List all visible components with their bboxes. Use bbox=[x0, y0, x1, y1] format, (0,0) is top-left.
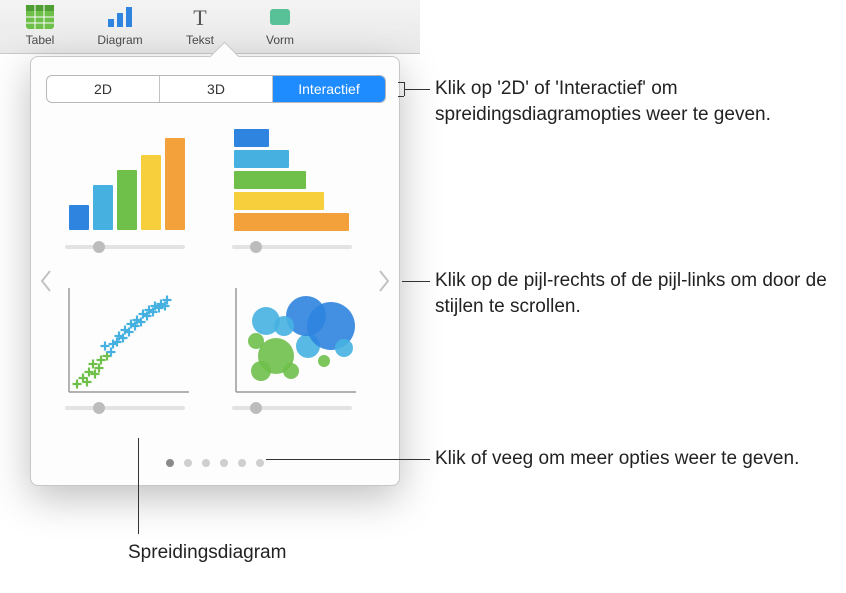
toolbar: Tabel Diagram T Tekst Vorm bbox=[0, 0, 420, 54]
toolbar-label: Vorm bbox=[240, 33, 320, 47]
page-dot[interactable] bbox=[166, 459, 174, 467]
chart-type-segmented: 2D 3D Interactief bbox=[46, 75, 386, 103]
chart-option-bubble[interactable] bbox=[230, 286, 367, 437]
nav-arrow-right[interactable] bbox=[373, 261, 395, 301]
callout-dots: Klik of veeg om meer opties weer te geve… bbox=[435, 446, 835, 472]
page-dot[interactable] bbox=[256, 459, 264, 467]
mini-slider[interactable] bbox=[232, 402, 352, 414]
toolbar-item-diagram[interactable]: Diagram bbox=[80, 3, 160, 47]
toolbar-item-tekst[interactable]: T Tekst bbox=[160, 3, 240, 47]
segment-2d[interactable]: 2D bbox=[47, 76, 160, 102]
callout-segmented: Klik op '2D' of 'Interactief' om spreidi… bbox=[435, 76, 835, 127]
chart-option-horizontal-bar[interactable] bbox=[230, 125, 367, 276]
callout-line bbox=[404, 82, 405, 96]
page-dots[interactable] bbox=[31, 459, 399, 467]
chart-option-column[interactable] bbox=[63, 125, 200, 276]
toolbar-label: Diagram bbox=[80, 33, 160, 47]
mini-slider[interactable] bbox=[65, 241, 185, 253]
page-dot[interactable] bbox=[238, 459, 246, 467]
nav-arrow-left[interactable] bbox=[35, 261, 57, 301]
hbar-chart-thumb bbox=[230, 125, 360, 235]
toolbar-item-vorm[interactable]: Vorm bbox=[240, 3, 320, 47]
callout-arrows: Klik op de pijl-rechts of de pijl-links … bbox=[435, 268, 835, 319]
text-icon: T bbox=[160, 3, 240, 31]
table-icon bbox=[0, 3, 80, 31]
segment-3d[interactable]: 3D bbox=[160, 76, 273, 102]
page-dot[interactable] bbox=[220, 459, 228, 467]
chart-grid bbox=[63, 125, 367, 437]
callout-line bbox=[266, 459, 430, 460]
callout-line bbox=[138, 438, 139, 534]
callout-line bbox=[402, 281, 430, 282]
callout-line bbox=[398, 96, 404, 97]
chart-option-scatter[interactable] bbox=[63, 286, 200, 437]
shape-icon bbox=[240, 3, 320, 31]
mini-slider[interactable] bbox=[65, 402, 185, 414]
chart-popover: 2D 3D Interactief bbox=[30, 56, 400, 486]
callout-line bbox=[398, 82, 404, 83]
callout-scatter-label: Spreidingsdiagram bbox=[128, 540, 286, 566]
page-dot[interactable] bbox=[184, 459, 192, 467]
page-dot[interactable] bbox=[202, 459, 210, 467]
mini-slider[interactable] bbox=[232, 241, 352, 253]
chart-grid-wrapper bbox=[31, 125, 399, 437]
scatter-chart-thumb bbox=[63, 286, 193, 396]
chart-icon bbox=[80, 3, 160, 31]
toolbar-item-tabel[interactable]: Tabel bbox=[0, 3, 80, 47]
column-chart-thumb bbox=[63, 125, 193, 235]
svg-text:T: T bbox=[193, 5, 207, 29]
toolbar-label: Tabel bbox=[0, 33, 80, 47]
callout-line bbox=[404, 89, 430, 90]
bubble-chart-thumb bbox=[230, 286, 360, 396]
segment-interactief[interactable]: Interactief bbox=[273, 76, 385, 102]
